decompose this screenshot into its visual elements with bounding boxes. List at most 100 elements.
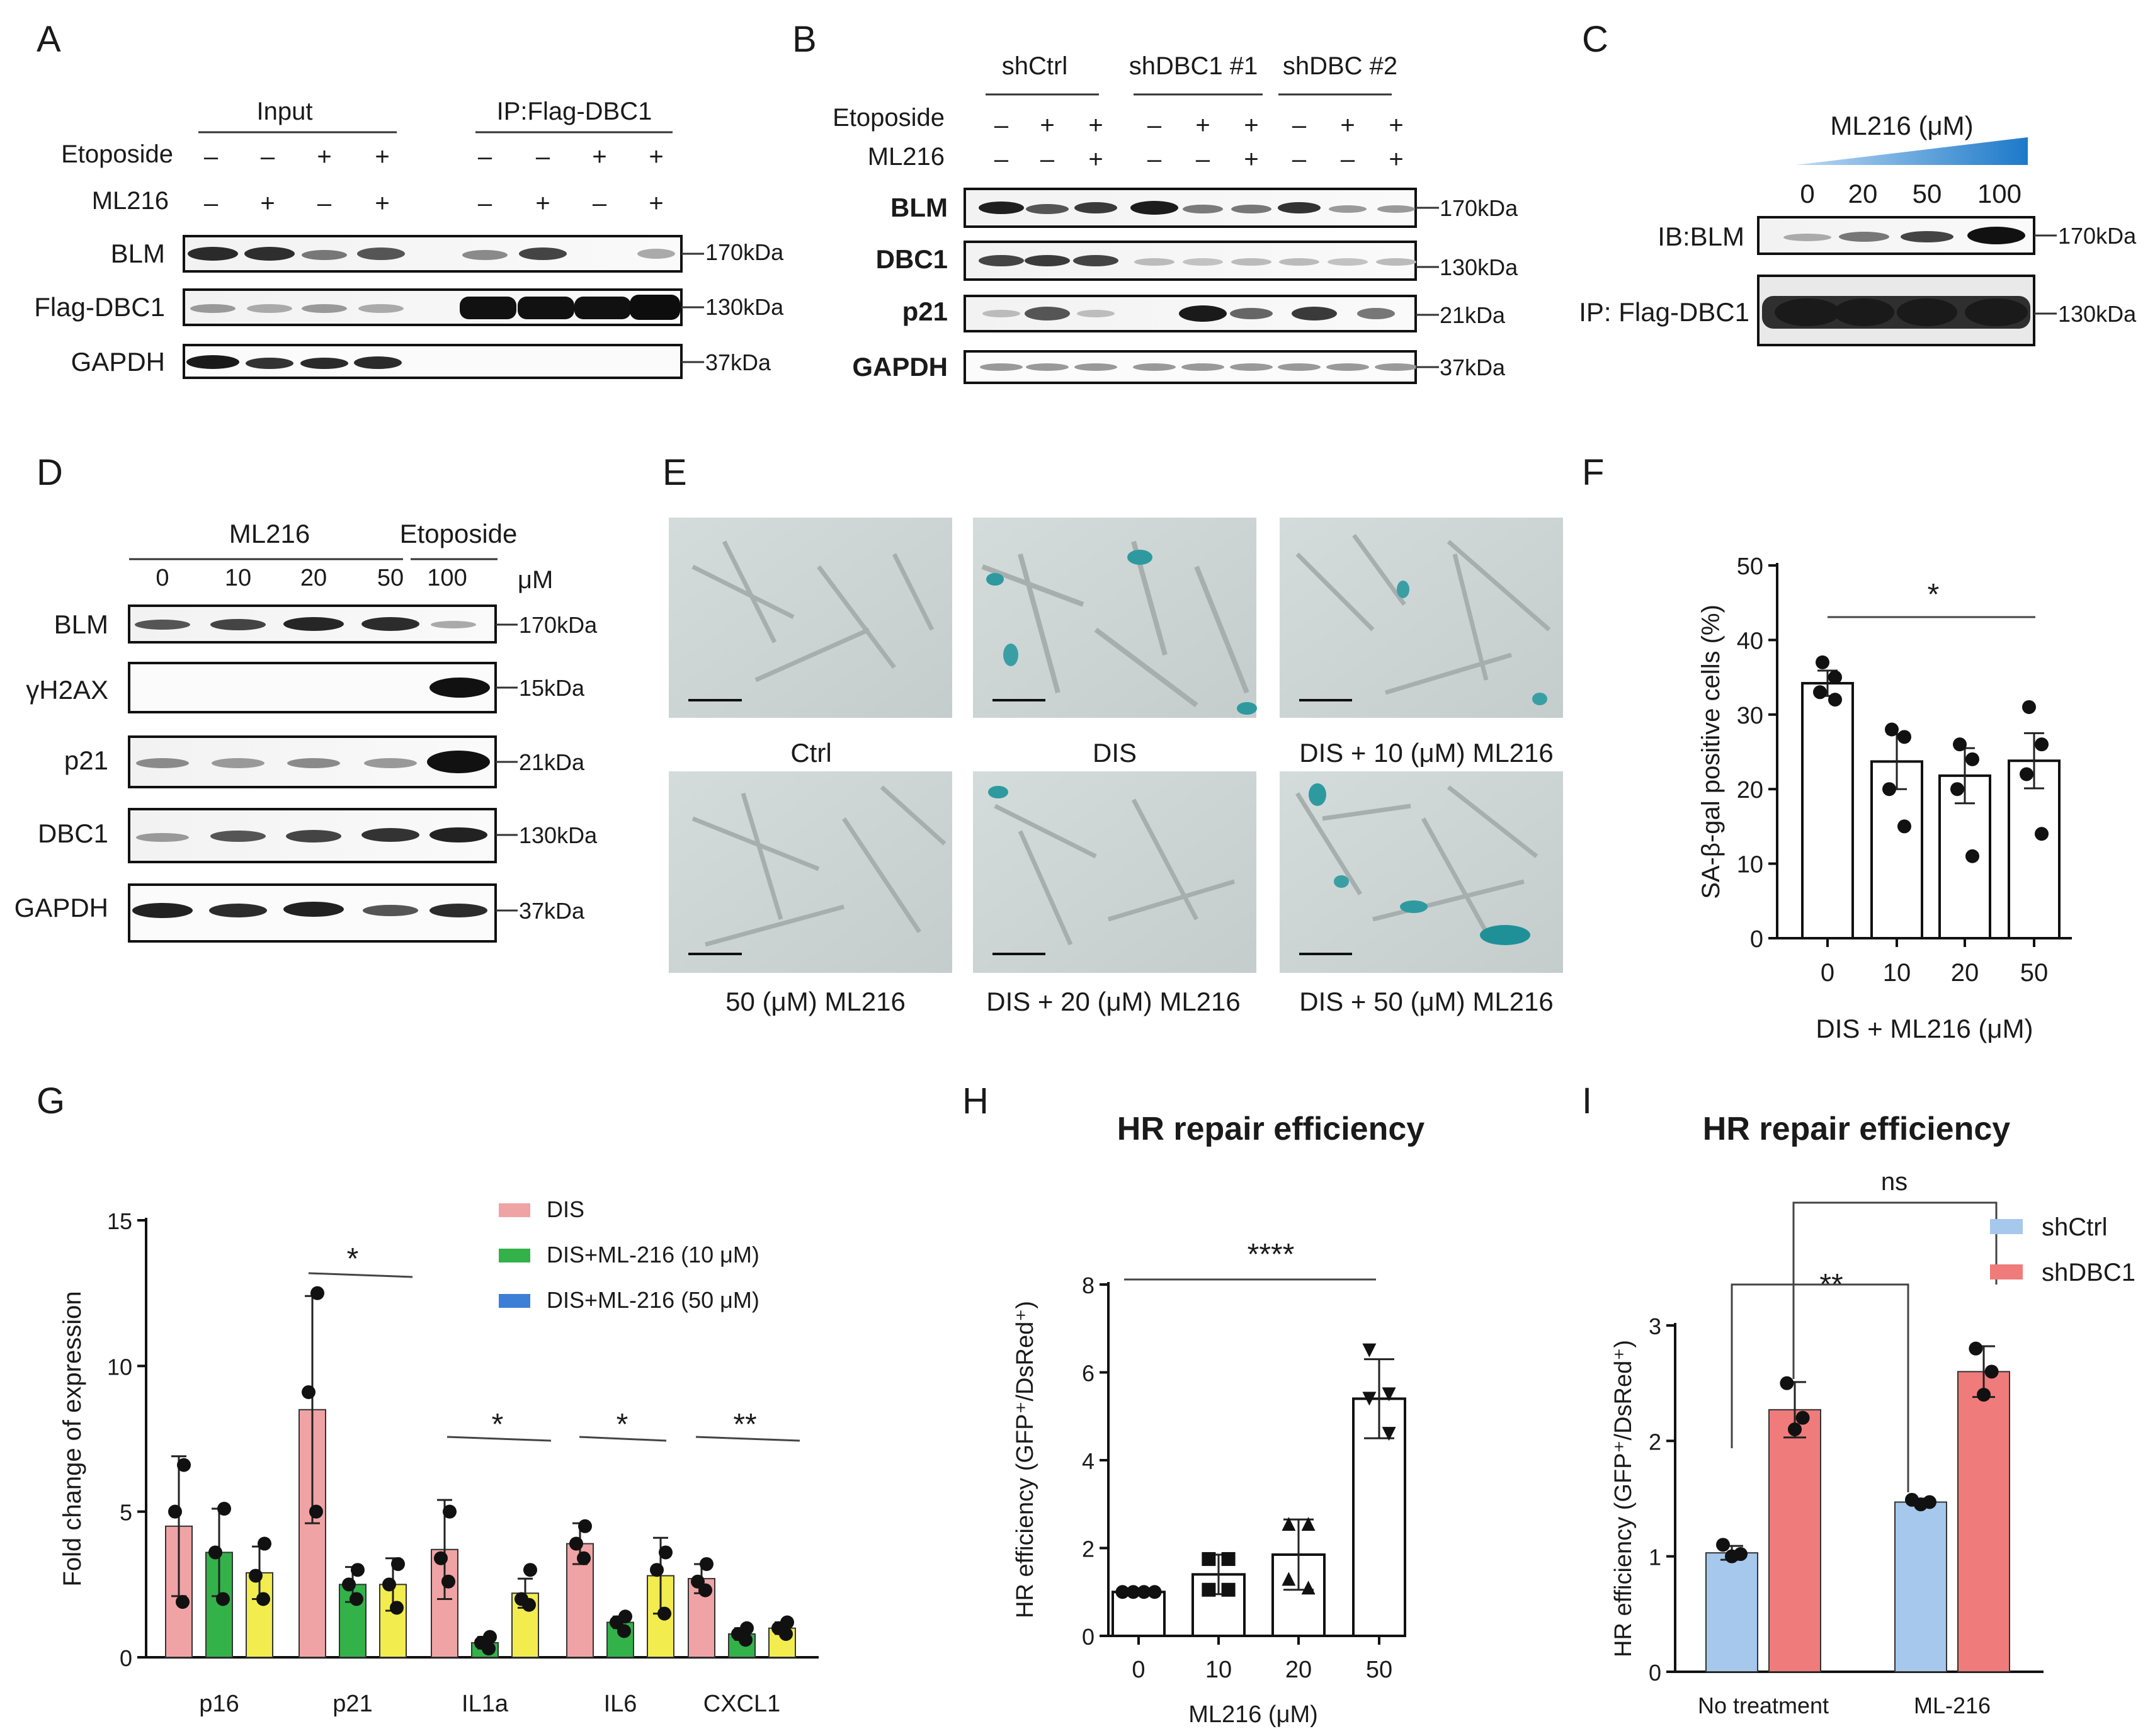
x-tick-label: 0 xyxy=(1821,959,1834,987)
x-axis-title: DIS + ML216 (μM) xyxy=(1816,1014,2033,1043)
data-point xyxy=(1977,1388,1991,1402)
sign: + xyxy=(1088,111,1103,139)
sign-row-ml216: – + – + – + – + xyxy=(204,190,664,217)
data-point xyxy=(1882,782,1896,797)
data-point xyxy=(258,1536,271,1551)
data-point xyxy=(434,1551,448,1565)
panel-h-chart: **** HR repair efficiency 0 2 4 6 8 0 10 20 50 ML2… xyxy=(1012,1111,1424,1728)
sign: + xyxy=(260,190,275,217)
sign: – xyxy=(1040,145,1055,173)
panel-e: Ctrl DIS DIS + 10 (μM) ML216 50 (μM) ML2… xyxy=(669,518,1563,1016)
sign: – xyxy=(1341,145,1355,173)
y-tick-label: 0 xyxy=(1750,926,1763,953)
panel-d: ML216 Etoposide 0 10 20 50 100 μM BLM 17… xyxy=(14,519,598,943)
blot-label: p21 xyxy=(902,297,948,326)
blot-size: 170kDa xyxy=(1440,195,1518,221)
blot-blm: BLM 170kDa xyxy=(54,604,598,644)
data-point xyxy=(1115,1585,1130,1599)
x-tick-label: 50 xyxy=(2020,959,2049,987)
x-tick-label: ML-216 xyxy=(1914,1693,1991,1718)
y-tick-label: 3 xyxy=(1649,1313,1661,1339)
data-point xyxy=(650,1563,664,1577)
x-tick-label: No treatment xyxy=(1698,1693,1829,1718)
image-label: DIS + 50 (μM) ML216 xyxy=(1299,987,1554,1016)
panel-letter-c: C xyxy=(1582,19,1608,60)
data-point xyxy=(216,1592,230,1606)
sign: + xyxy=(1244,145,1258,173)
data-point xyxy=(1382,1427,1396,1441)
sign: – xyxy=(1292,145,1307,173)
data-point xyxy=(1965,849,1979,863)
data-point xyxy=(1202,1582,1216,1597)
sign: – xyxy=(317,190,332,217)
legend-label: DIS+ML-216 (10 μM) xyxy=(547,1242,759,1268)
dose-label: 100 xyxy=(1977,179,2021,208)
data-point xyxy=(1953,737,1967,752)
sign: + xyxy=(1040,111,1054,139)
blot-ib-blm: IB:BLM 170kDa xyxy=(1657,216,2137,255)
data-point xyxy=(390,1601,404,1615)
panel-g-chart: * * * ** 0 5 10 15 p16 p21 IL1a IL6 CXCL1 DIS DIS+… xyxy=(59,1196,819,1717)
data-point xyxy=(1816,655,1829,669)
sign: – xyxy=(593,190,607,217)
bar xyxy=(1705,1552,1758,1673)
data-point xyxy=(1301,1517,1316,1531)
bar xyxy=(1870,760,1923,939)
y-axis-title: Fold change of expression xyxy=(59,1291,86,1586)
y-tick-label: 0 xyxy=(1649,1660,1661,1686)
image-label: DIS xyxy=(1093,738,1137,768)
data-point xyxy=(617,1624,631,1638)
blot-label: BLM xyxy=(111,239,165,268)
sign: – xyxy=(478,190,492,217)
data-point xyxy=(310,1286,324,1300)
data-point xyxy=(2035,827,2049,841)
data-point xyxy=(382,1577,396,1592)
input-header: Input xyxy=(257,98,313,125)
data-point xyxy=(1362,1392,1377,1406)
sign: + xyxy=(1389,145,1403,173)
data-point xyxy=(1828,693,1842,707)
data-point xyxy=(1897,819,1911,834)
group-label: shDBC1 #1 xyxy=(1129,52,1258,80)
legend-swatch xyxy=(499,1294,530,1308)
sign: + xyxy=(535,190,550,217)
y-tick-label: 5 xyxy=(120,1500,132,1526)
data-point xyxy=(700,1557,714,1571)
data-point xyxy=(779,1626,793,1641)
y-tick-label: 15 xyxy=(107,1208,132,1234)
legend-label: shDBC1 xyxy=(2042,1259,2135,1286)
panel-f-chart: * 0 10 20 30 40 50 0 10 20 50 DIS + ML216 (μM) SA-β… xyxy=(1697,553,2072,1043)
data-point xyxy=(1984,1364,1999,1379)
data-point xyxy=(1147,1585,1162,1599)
blot-label: BLM xyxy=(890,193,948,222)
data-point xyxy=(1965,752,1979,766)
blot-gapdh: GAPDH 37kDa xyxy=(14,883,585,943)
data-point xyxy=(1897,730,1911,744)
group-label: shCtrl xyxy=(1002,52,1067,80)
dose-label: 50 xyxy=(1913,179,1942,208)
data-point xyxy=(441,1574,455,1589)
sign: – xyxy=(478,143,492,171)
sign: + xyxy=(592,143,606,171)
blot-label: DBC1 xyxy=(876,244,948,274)
sign: – xyxy=(1196,145,1210,173)
data-point xyxy=(1950,782,1964,797)
data-point xyxy=(302,1385,316,1399)
micrograph xyxy=(669,518,952,718)
blot-blm: BLM 170kDa xyxy=(890,188,1518,228)
sign: – xyxy=(994,111,1009,139)
data-point xyxy=(208,1545,222,1560)
y-axis-title: SA-β-gal positive cells (%) xyxy=(1697,604,1725,899)
data-point xyxy=(1914,1497,1928,1512)
panel-letter-f: F xyxy=(1582,452,1604,493)
data-point xyxy=(1795,1410,1810,1425)
x-tick-label: IL6 xyxy=(604,1691,637,1717)
blot-label: GAPDH xyxy=(852,352,948,382)
data-point xyxy=(1221,1582,1236,1597)
data-point xyxy=(482,1642,496,1656)
blot-label: IB:BLM xyxy=(1657,222,1744,251)
y-tick-label: 50 xyxy=(1737,553,1763,580)
blot-label: Flag-DBC1 xyxy=(34,292,165,322)
y-axis-title: HR efficiency (GFP⁺/DsRed⁺) xyxy=(1012,1301,1038,1618)
